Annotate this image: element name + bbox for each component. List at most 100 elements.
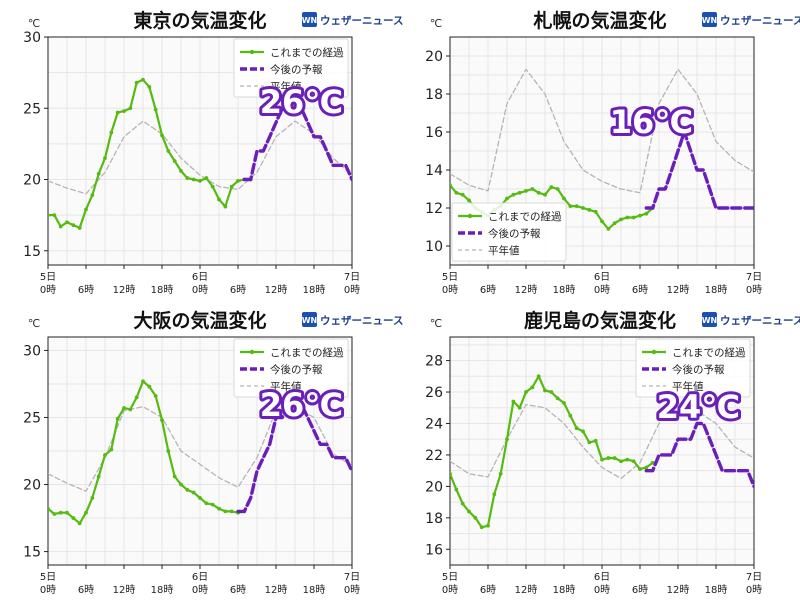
x-tick-hour-label: 12時 (667, 284, 690, 296)
data-point-observed (587, 208, 592, 212)
data-point-observed (128, 407, 133, 412)
x-tick-day-label: 7日 (344, 572, 360, 583)
data-point-observed (454, 190, 459, 195)
logo-text: ウェザーニュース (720, 15, 800, 27)
data-point-observed (147, 384, 152, 389)
data-point-observed (84, 510, 88, 515)
x-tick-hour-label: 0時 (442, 284, 458, 296)
data-point-observed (543, 192, 547, 197)
legend-label-normal: 平年値 (672, 380, 704, 393)
data-point-observed (612, 221, 617, 226)
series-observed (48, 379, 247, 526)
x-tick-hour-label: 0時 (40, 284, 56, 296)
data-point-observed (191, 490, 196, 495)
series-forecast (644, 130, 754, 210)
y-tick-label: 26 (425, 385, 443, 401)
data-point-observed (179, 482, 183, 487)
legend-box (233, 38, 349, 98)
data-point-observed (141, 379, 145, 384)
y-tick-label: 20 (425, 479, 443, 495)
data-point-observed (562, 401, 566, 405)
data-point-observed (58, 224, 63, 229)
data-point-observed (644, 465, 649, 470)
data-point-observed (153, 394, 158, 398)
data-point-observed (210, 502, 215, 507)
y-tick-label: 18 (425, 87, 443, 103)
data-point-observed (505, 437, 509, 442)
y-tick-label: 30 (23, 30, 41, 46)
y-tick-label: 20 (23, 478, 41, 494)
data-point-observed (65, 510, 69, 515)
weathernews-logo: WN ウェザーニュース (702, 12, 800, 27)
data-point-observed (122, 406, 126, 410)
y-tick-label: 22 (425, 448, 443, 464)
data-point-observed (631, 459, 636, 464)
data-point-observed (166, 449, 171, 453)
series-line-normal (450, 68, 754, 194)
data-point-observed (530, 187, 535, 191)
data-point-observed (524, 390, 528, 394)
y-tick-label: 20 (425, 49, 443, 65)
y-tick-label: 24 (425, 416, 443, 432)
data-point-observed (71, 516, 76, 520)
x-tick-day-label: 5日 (40, 272, 56, 283)
series-line-normal (450, 402, 754, 480)
legend-label-forecast: 今後の予報 (270, 63, 323, 76)
data-point-observed (103, 156, 107, 161)
x-tick-hour-label: 6時 (78, 284, 94, 296)
y-tick-label: 30 (23, 343, 41, 359)
data-point-observed (71, 223, 76, 228)
legend-label-observed: これまでの経過 (488, 210, 562, 223)
logo-text: ウェザーニュース (320, 15, 403, 27)
y-tick-label: 10 (425, 239, 443, 255)
data-point-observed (229, 184, 234, 189)
chart-title: 大阪の気温変化 (133, 309, 266, 332)
data-point-observed (600, 219, 604, 224)
series-normal (450, 402, 754, 480)
data-point-observed (581, 429, 585, 434)
data-point-observed (524, 189, 528, 193)
data-point-observed (65, 220, 69, 225)
data-point-observed (141, 77, 145, 82)
y-tick-label: 28 (425, 354, 443, 370)
logo-icon-text: WN (302, 316, 318, 325)
series-line-forecast (236, 402, 352, 514)
data-point-observed (166, 149, 171, 153)
logo-icon (302, 12, 317, 27)
legend-box (451, 202, 567, 262)
x-tick-hour-label: 0時 (192, 284, 208, 296)
data-point-observed (52, 213, 57, 218)
data-point-observed (223, 204, 228, 209)
x-tick-hour-label: 0時 (594, 584, 610, 596)
x-tick-hour-label: 6時 (230, 584, 246, 596)
x-tick-hour-label: 12時 (265, 284, 288, 296)
data-point-observed (460, 192, 465, 197)
y-tick-label: 15 (23, 545, 41, 561)
series-line-forecast (644, 130, 754, 210)
series-observed (450, 374, 655, 530)
y-tick-label: 16 (425, 125, 443, 141)
data-point-observed (473, 515, 478, 520)
x-tick-hour-label: 0時 (442, 584, 458, 596)
data-point-observed (450, 471, 452, 476)
data-point-observed (587, 440, 592, 445)
series-line-normal (48, 120, 352, 195)
logo-text: ウェザーニュース (720, 315, 800, 327)
data-point-observed (479, 525, 484, 530)
data-point-observed (543, 388, 547, 393)
x-tick-hour-label: 6時 (480, 584, 496, 596)
data-point-observed (511, 399, 516, 404)
data-point-observed (153, 107, 158, 112)
weathernews-logo: WN ウェザーニュース (702, 312, 800, 327)
data-point-observed (536, 190, 541, 195)
legend-label-normal: 平年値 (270, 80, 302, 93)
x-tick-hour-label: 0時 (192, 584, 208, 596)
series-forecast (236, 402, 352, 514)
legend-label-forecast: 今後の予報 (672, 363, 725, 376)
data-point-observed (48, 506, 50, 511)
